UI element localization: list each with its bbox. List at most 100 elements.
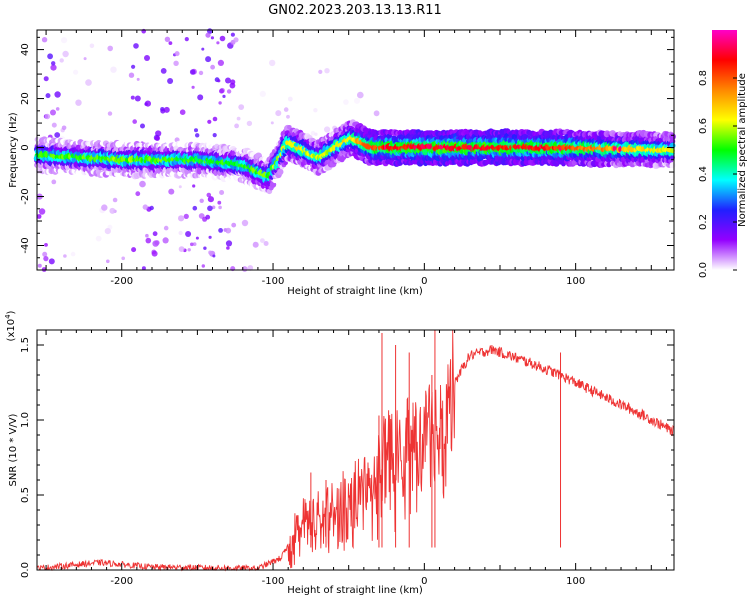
- spectrogram-cell: [233, 37, 239, 43]
- colorbar-tick-label: 0.4: [698, 166, 709, 182]
- spectrogram-xlabel: Height of straight line (km): [287, 286, 423, 297]
- spectrogram-cell: [112, 197, 118, 203]
- spectrogram-cell: [107, 45, 113, 52]
- colorbar-gradient: [712, 30, 737, 270]
- spectrogram-cell: [207, 196, 214, 203]
- spectrogram-cell: [54, 132, 61, 138]
- spectrogram-cell: [219, 190, 225, 195]
- spectrogram-cell: [51, 61, 56, 66]
- spectrogram-cell: [163, 106, 170, 113]
- spectrogram-y-tick-label: -20: [20, 188, 31, 204]
- spectrogram-cell: [163, 225, 169, 231]
- spectrogram-cell: [343, 99, 349, 105]
- colorbar-label: Normalized spectral amplitude: [737, 73, 748, 227]
- spectrogram-cell: [135, 191, 141, 197]
- snr-y-tick-label: 0.0: [20, 562, 31, 578]
- spectrogram-y-tick-label: -40: [20, 237, 31, 253]
- spectrogram-cell: [45, 93, 51, 99]
- spectrogram-cell: [133, 43, 139, 49]
- spectrogram-cell: [141, 266, 146, 271]
- spectrogram-cell: [183, 213, 189, 219]
- spectrogram-cell: [145, 237, 152, 244]
- snr-x-tick-label: -200: [110, 576, 133, 587]
- spectrogram-cell: [47, 53, 53, 60]
- spectrogram-cell: [234, 123, 240, 129]
- spectrogram-cell: [149, 205, 154, 211]
- snr-exponent-base: (x10: [6, 319, 17, 342]
- spectrogram-cell: [191, 85, 195, 89]
- snr-y-tick-label: 1.0: [20, 412, 31, 428]
- spectrogram-cell: [89, 43, 95, 49]
- spectrogram-cell: [207, 119, 212, 124]
- spectrogram-cell: [230, 32, 235, 37]
- spectrogram-cell: [173, 60, 179, 66]
- spectrogram-cell: [226, 89, 232, 94]
- spectrogram-cell: [61, 125, 67, 131]
- spectrogram-cell: [212, 254, 216, 258]
- spectrogram-cell: [132, 119, 137, 124]
- spectrogram-frame: [36, 29, 675, 271]
- colorbar: 0.0 0.2 0.4 0.6 0.8 Normalized spectral ampl…: [698, 30, 748, 278]
- spectrogram-cell: [83, 57, 87, 61]
- spectrogram-cell: [210, 64, 216, 70]
- spectrogram-cells: [33, 28, 676, 272]
- spectrogram-cell: [51, 179, 57, 185]
- spectrogram-cell: [199, 198, 204, 203]
- spectrogram-cell: [154, 135, 160, 141]
- spectrogram-cell: [75, 99, 82, 106]
- spectrogram-cell: [50, 64, 57, 71]
- spectrogram-cell: [211, 205, 216, 210]
- spectrogram-cell: [192, 242, 197, 247]
- spectrogram-cell: [61, 37, 68, 44]
- spectrogram-cell: [142, 204, 148, 210]
- spectrogram-cell: [219, 88, 224, 94]
- snr-y-tick-label: 1.5: [20, 337, 31, 353]
- spectrogram-cell: [144, 100, 151, 107]
- snr-plot-area: [37, 330, 674, 570]
- colorbar-tick-label: 0.2: [698, 214, 709, 230]
- spectrogram-cell: [70, 251, 76, 257]
- spectrogram-cell: [63, 254, 67, 258]
- spectrogram-cell: [206, 192, 212, 198]
- spectrogram-cell: [136, 77, 140, 81]
- spectrogram-cell: [201, 47, 205, 51]
- spectrogram-cell: [131, 247, 137, 253]
- spectrogram-cell: [55, 107, 60, 111]
- snr-ticks: -200 -100 0 100 0.0 0.5 1.0 1.5: [20, 330, 674, 587]
- snr-series: [36, 329, 674, 572]
- spectrogram-cell: [357, 91, 364, 99]
- spectrogram-cell: [109, 207, 116, 214]
- spectrogram-cell: [222, 94, 226, 98]
- spectrogram-cell: [205, 32, 211, 38]
- spectrogram-cell: [168, 41, 173, 45]
- spectrogram-cell: [208, 235, 212, 239]
- spectrogram-cell: [106, 259, 110, 264]
- spectrogram-cell: [263, 241, 269, 246]
- spectrogram-cell: [275, 110, 282, 117]
- spectrogram-cell: [277, 168, 284, 176]
- spectrogram-cell: [41, 37, 48, 43]
- spectrogram-cell: [197, 94, 204, 101]
- spectrogram-cell: [260, 238, 265, 244]
- spectrogram-cell: [85, 79, 92, 86]
- spectrogram-cell: [95, 235, 102, 242]
- spectrogram-cell: [160, 68, 167, 74]
- spectrogram-cell: [272, 178, 278, 184]
- snr-xlabel: Height of straight line (km): [287, 585, 423, 596]
- spectrogram-cell: [194, 128, 198, 133]
- spectrogram-cell: [144, 55, 150, 61]
- spectrogram-cell: [201, 264, 205, 268]
- spectrogram-cell: [178, 230, 183, 236]
- spectrogram-cell: [164, 36, 171, 42]
- spectrogram-cell: [373, 110, 380, 117]
- spectrogram-cell: [140, 123, 145, 129]
- spectrogram-cell: [192, 184, 196, 188]
- snr-x-tick-label: -100: [262, 576, 285, 587]
- spectrogram-cell: [226, 246, 230, 250]
- spectrogram-cell: [51, 122, 57, 128]
- spectrogram-cell: [50, 109, 56, 116]
- spectrogram-cell: [203, 246, 207, 250]
